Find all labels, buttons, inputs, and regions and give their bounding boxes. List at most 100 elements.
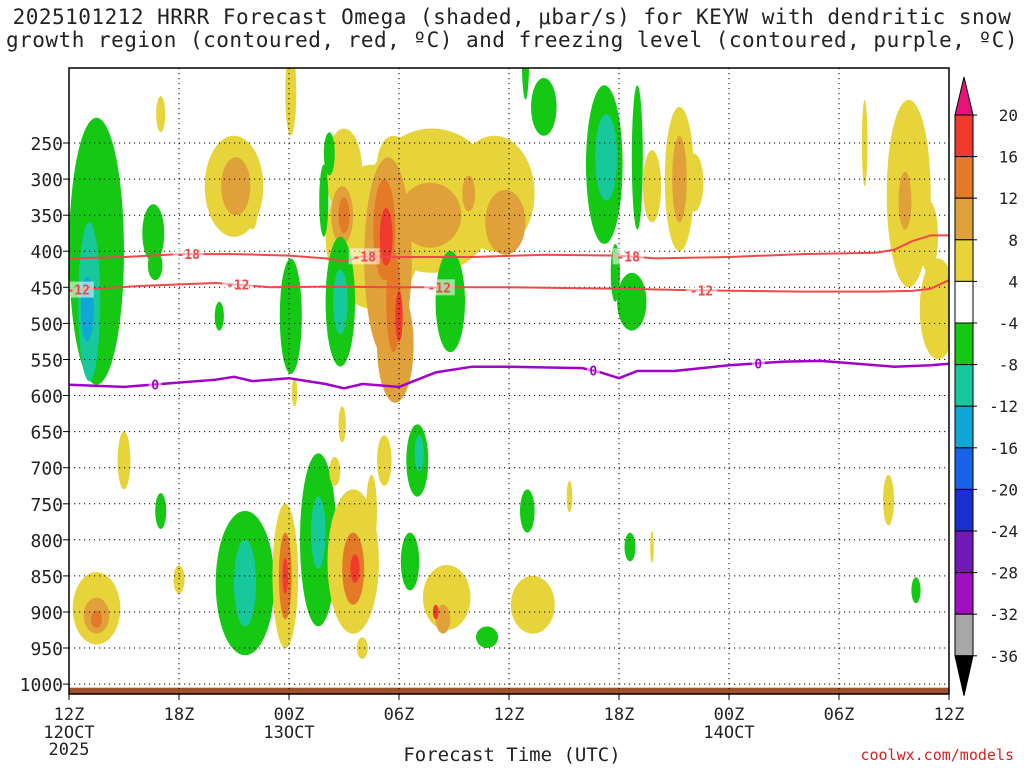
x-tick-label-h0: 12Z (54, 705, 85, 725)
omega-area-74 (377, 435, 392, 486)
contour-label-bg-freezing_level_0-1 (586, 362, 600, 379)
colorbar-swatch-8 (954, 405, 974, 449)
contour-freezing_level_0 (69, 359, 949, 390)
contour-label-dgz_minus12-2: -12 (428, 281, 451, 296)
credit-link[interactable]: coolwx.com/models (860, 746, 1014, 764)
omega-area-39 (462, 175, 476, 212)
colorbar-swatch-11 (954, 530, 974, 574)
y-tick-label-750: 750 (30, 495, 63, 516)
omega-area-55 (91, 610, 102, 628)
contour-dgz_minus18 (69, 234, 949, 263)
colorbar-swatch-6 (954, 322, 974, 366)
x-tick-label-h12: 00Z (274, 705, 305, 725)
colorbar-swatch-7 (954, 364, 974, 407)
omega-area-17 (325, 128, 363, 216)
colorbar-label-1: 16 (999, 148, 1018, 167)
contour-label-bg-dgz_minus12-0 (69, 281, 94, 298)
omega-area-51 (414, 435, 424, 472)
x-tick-label-h36: 00Z (714, 705, 745, 725)
colorbar-swatch-3 (954, 197, 974, 241)
y-tick-label-350: 350 (30, 206, 63, 227)
omega-area-32 (898, 171, 912, 230)
omega-area-7 (521, 68, 530, 100)
omega-area-26 (221, 157, 251, 216)
contour-label-bg-dgz_minus12-1 (222, 276, 254, 293)
omega-area-86 (911, 577, 921, 604)
y-tick-label-1000: 1000 (20, 675, 63, 696)
x-tick-date-h12: 13OCT (263, 723, 314, 743)
omega-area-42 (333, 269, 348, 335)
contour-label-bg-dgz_minus12-2 (423, 279, 455, 296)
omega-area-49 (214, 301, 224, 331)
omega-area-70 (356, 637, 368, 659)
omega-area-43 (435, 251, 465, 353)
omega-area-68 (350, 554, 360, 584)
colorbar-swatch-9 (954, 447, 974, 490)
contour-dgz_minus12 (69, 279, 949, 293)
omega-area-46 (319, 164, 329, 237)
contour-label-dgz_minus12-3: -12 (690, 284, 713, 299)
title-line-2: growth region (contoured, red, ºC) and f… (5, 28, 1019, 52)
contour-label-bg-dgz_minus18-0 (172, 246, 204, 263)
omega-area-80 (510, 575, 555, 634)
contour-label-bg-dgz_minus12-3 (686, 282, 717, 299)
colorbar-label-12: -32 (989, 605, 1018, 624)
omega-area-28 (485, 189, 526, 255)
x-tick-label-h42: 06Z (824, 705, 855, 725)
omega-area-45 (323, 132, 335, 176)
colorbar-label-5: -4 (999, 314, 1018, 333)
colorbar-label-13: -36 (989, 647, 1018, 666)
contour-label-bg-freezing_level_0-2 (751, 355, 765, 372)
y-tick-label-450: 450 (30, 278, 63, 299)
omega-area-81 (520, 489, 535, 533)
contour-label-dgz_minus12-1: -12 (226, 279, 249, 294)
omega-area-78 (432, 604, 439, 620)
contour-label-dgz_minus12-0: -12 (66, 284, 89, 299)
x-tick-label-h6: 18Z (164, 705, 195, 725)
omega-area-57 (173, 565, 185, 594)
colorbar-label-9: -20 (989, 480, 1018, 499)
omega-area-44 (617, 272, 647, 331)
contour-label-freezing_level_0-0: 0 (151, 378, 159, 393)
colorbar-swatch-2 (954, 156, 974, 199)
y-tick-label-850: 850 (30, 567, 63, 588)
omega-area-71 (291, 377, 298, 407)
contour-label-freezing_level_0-1: 0 (589, 365, 597, 380)
contour-label-bg-dgz_minus18-1 (348, 248, 380, 265)
x-tick-year-h0: 2025 (49, 740, 90, 760)
x-tick-label-h48: 12Z (934, 705, 965, 725)
colorbar-label-8: -16 (989, 439, 1018, 458)
omega-area-14 (285, 68, 297, 136)
contour-label-bg-freezing_level_0-0 (148, 376, 162, 393)
colorbar-label-11: -28 (989, 564, 1018, 583)
omega-area-85 (883, 474, 894, 526)
omega-area-65 (311, 568, 322, 612)
omega-area-64 (311, 496, 326, 569)
omega-area-8 (531, 78, 557, 136)
contour-label-dgz_minus18-0: -18 (176, 248, 200, 263)
contour-label-dgz_minus18-1: -18 (352, 250, 376, 265)
y-tick-label-800: 800 (30, 531, 63, 552)
y-tick-label-400: 400 (30, 242, 63, 263)
y-tick-label-600: 600 (30, 387, 63, 408)
contour-label-freezing_level_0-2: 0 (754, 357, 762, 372)
omega-area-9 (631, 85, 643, 230)
x-tick-label-h18: 06Z (384, 705, 415, 725)
omega-area-52 (117, 431, 131, 490)
contour-label-bg-dgz_minus18-2 (612, 248, 644, 265)
colorbar-swatch-12 (954, 572, 974, 615)
omega-area-48 (147, 251, 163, 281)
x-tick-date-h36: 14OCT (703, 723, 754, 743)
x-axis-label: Forecast Time (UTC) (403, 744, 621, 766)
omega-area-83 (624, 532, 636, 562)
terrain-fill (69, 687, 949, 694)
omega-area-73 (329, 456, 341, 486)
colorbar-label-7: -12 (989, 397, 1018, 416)
contour-label-dgz_minus18-2: -18 (616, 250, 640, 265)
title-line-1: 2025101212 HRRR Forecast Omega (shaded, … (12, 5, 1012, 29)
omega-area-62 (282, 557, 289, 594)
colorbar-label-4: 4 (1008, 272, 1018, 291)
y-tick-label-300: 300 (30, 170, 63, 191)
y-tick-label-550: 550 (30, 351, 63, 372)
